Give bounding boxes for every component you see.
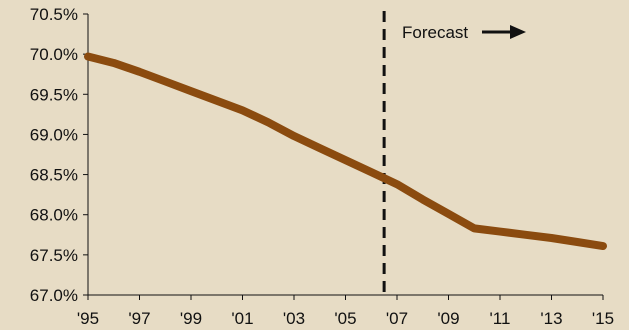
y-tick-label: 67.5% xyxy=(30,246,78,265)
series-line-1 xyxy=(84,52,607,251)
x-tick-label: '95 xyxy=(77,309,99,328)
x-tick-label: '07 xyxy=(386,309,408,328)
y-tick-label: 70.0% xyxy=(30,45,78,64)
forecast-annotation: Forecast xyxy=(382,11,526,295)
series-group xyxy=(84,52,607,251)
y-tick-label: 68.0% xyxy=(30,206,78,225)
y-tick-label: 67.0% xyxy=(30,286,78,305)
x-tick-label: '03 xyxy=(283,309,305,328)
x-tick-label: '13 xyxy=(540,309,562,328)
forecast-label: Forecast xyxy=(402,23,468,42)
x-tick-label: '97 xyxy=(128,309,150,328)
x-tick-label: '15 xyxy=(592,309,614,328)
x-axis: '95 '97 '99 '01 '03 '05 '07 '09 '11 '13 '15 xyxy=(77,294,614,328)
y-tick-label: 68.5% xyxy=(30,166,78,185)
y-tick-label: 70.5% xyxy=(30,5,78,24)
x-tick-label: '99 xyxy=(180,309,202,328)
x-tick-label: '01 xyxy=(231,309,253,328)
y-tick-label: 69.0% xyxy=(30,125,78,144)
y-tick-label: 69.5% xyxy=(30,85,78,104)
x-tick-label: '05 xyxy=(334,309,356,328)
y-axis: 67.0% 67.5% 68.0% 68.5% 69.0% 69.5% 70.0% 70.5% xyxy=(30,5,89,305)
x-tick-label: '09 xyxy=(437,309,459,328)
forecast-arrow-head xyxy=(510,25,526,39)
x-tick-label: '11 xyxy=(490,309,511,328)
